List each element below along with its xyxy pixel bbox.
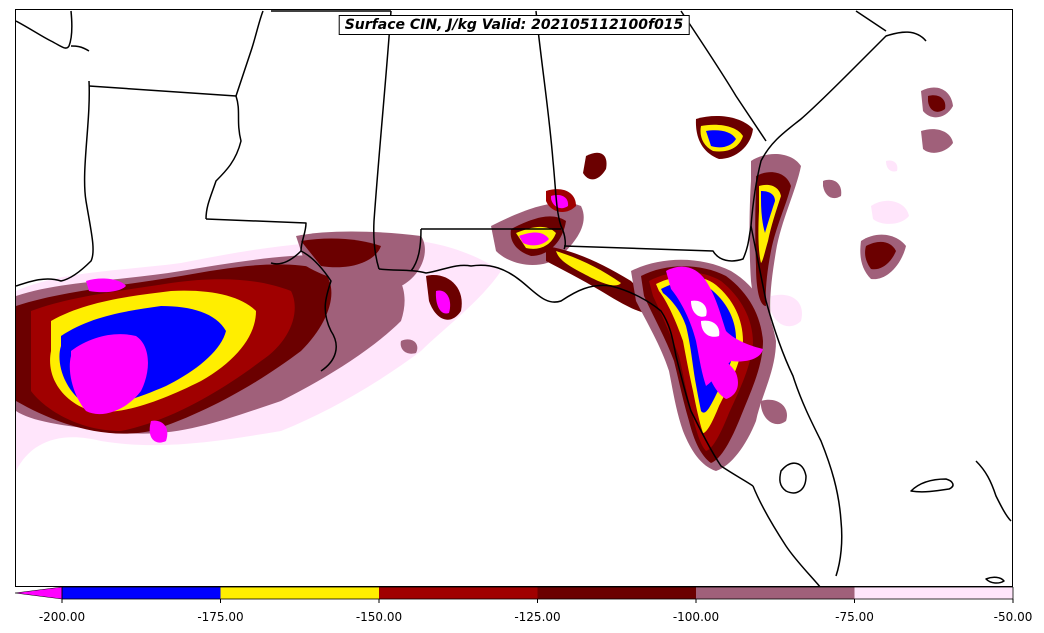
colorbar-tick-label: -75.00 <box>835 610 874 624</box>
bahamas-island-1 <box>910 478 954 493</box>
texas-oklahoma-border <box>16 10 73 49</box>
lake-okeechobee <box>779 462 807 494</box>
florida-southwest-coast <box>752 485 821 586</box>
colorbar-tick-label: -175.00 <box>197 610 243 624</box>
map-panel: Surface CIN, J/kg Valid: 202105112100f01… <box>15 9 1013 587</box>
colorbar-bin <box>379 587 538 599</box>
colorbar-extend-triangle <box>14 587 63 600</box>
colorbar-bins <box>62 587 1013 599</box>
colorbar-bin <box>62 587 221 599</box>
alabama-georgia-border <box>535 10 566 250</box>
cin-field <box>16 87 953 471</box>
north-carolina-border <box>855 10 887 32</box>
cin-map <box>16 10 1012 586</box>
florida-east-coast <box>750 225 843 577</box>
georgia-atlantic-coast <box>750 31 927 227</box>
mississippi-river-border <box>205 10 264 220</box>
colorbar-bin <box>537 587 696 599</box>
colorbar-ticks: -200.00 -175.00 -150.00 -125.00 -100.00 -75.0… <box>39 599 1033 624</box>
colorbar-tick-label: -100.00 <box>673 610 719 624</box>
colorbar-tick-label: -50.00 <box>994 610 1033 624</box>
louisiana-mississippi-border <box>205 218 307 252</box>
map-title: Surface CIN, J/kg Valid: 202105112100f01… <box>338 15 690 35</box>
colorbar-bin <box>696 587 855 599</box>
bahamas-island-3 <box>985 576 1005 584</box>
colorbar-tick-label: -150.00 <box>356 610 402 624</box>
arkansas-texas-border <box>70 45 90 52</box>
georgia-florida-border <box>563 225 752 262</box>
louisiana-coast <box>270 250 337 372</box>
georgia-south-carolina-border <box>680 10 767 142</box>
colorbar-tick-label: -125.00 <box>514 610 560 624</box>
bahamas-island-2 <box>975 460 1012 522</box>
colorbar-bin <box>220 587 379 599</box>
cin-magenta-west <box>69 334 148 415</box>
colorbar-tick-label: -200.00 <box>39 610 85 624</box>
texas-coastline <box>16 80 94 287</box>
arkansas-louisiana-border <box>88 85 237 97</box>
colorbar-bin <box>854 587 1013 599</box>
map-boundaries <box>16 10 1012 586</box>
alabama-florida-border <box>410 228 561 272</box>
gulf-coast-panhandle <box>378 264 754 487</box>
mississippi-alabama-border <box>373 10 392 270</box>
colorbar: -200.00 -175.00 -150.00 -125.00 -100.00 -75.0… <box>14 587 1033 624</box>
